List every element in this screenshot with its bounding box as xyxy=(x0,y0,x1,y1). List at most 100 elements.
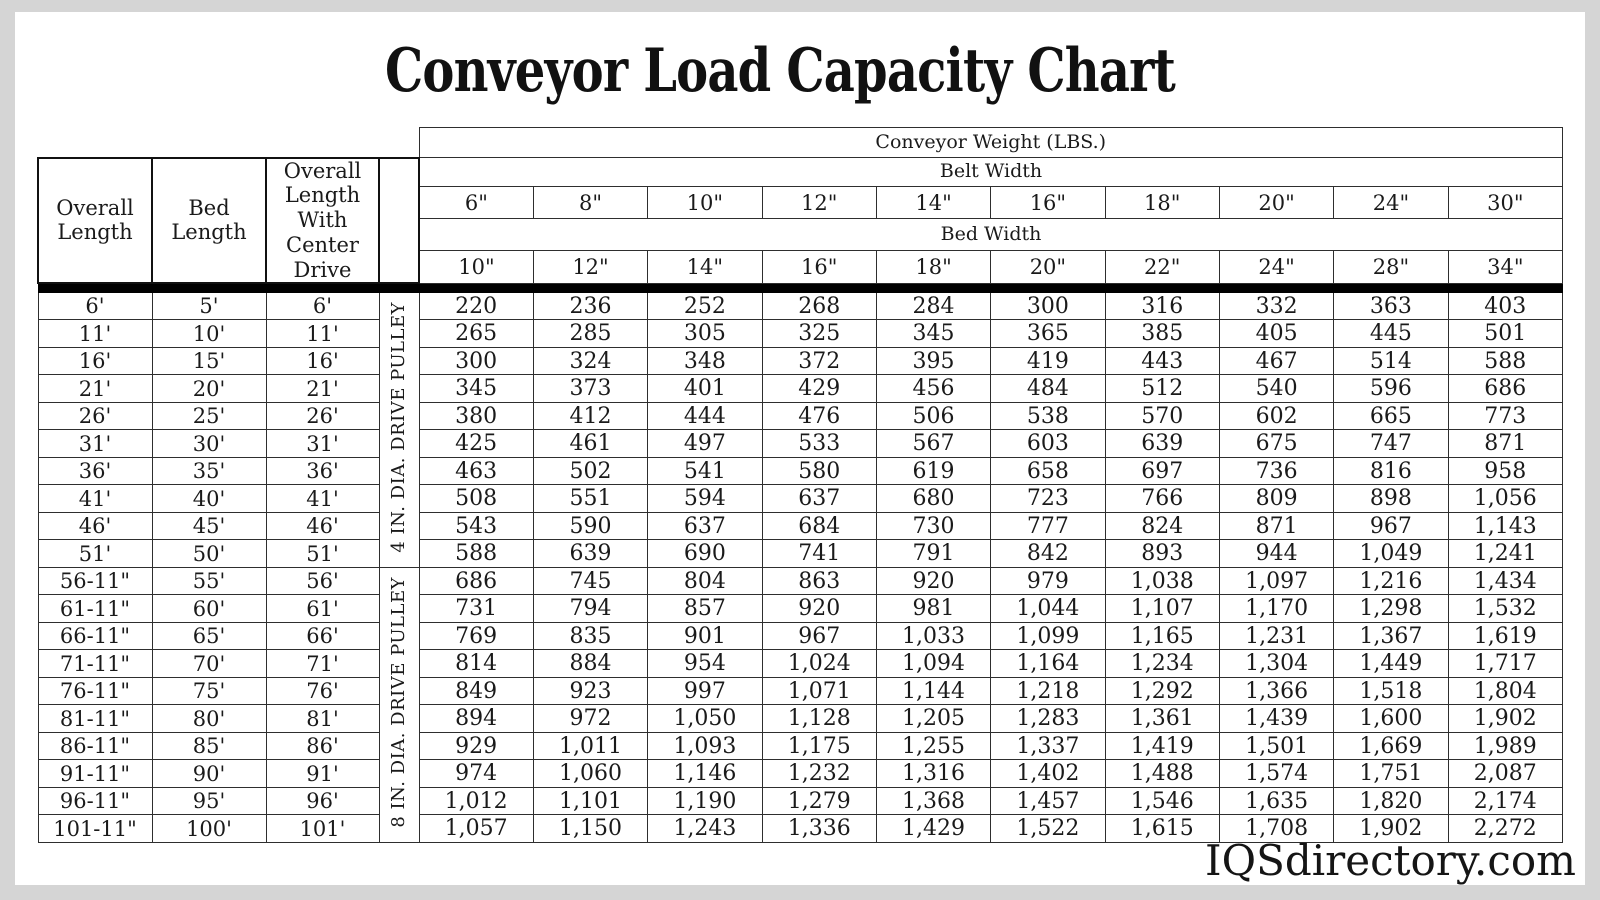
table-row: 56-11" 55' 56' 8 IN. DIA. DRIVE PULLEY 686 74… xyxy=(37,566,1564,843)
weight-cell: 1,368 xyxy=(875,786,992,816)
weight-cell: 736 xyxy=(1218,456,1335,486)
weight-cell: 794 xyxy=(532,594,649,623)
center-drive-cell: 41' xyxy=(265,484,380,513)
overall-length-cell: 96-11" xyxy=(37,786,153,816)
weight-cell: 1,518 xyxy=(1333,676,1449,706)
weight-cell: 596 xyxy=(1333,374,1449,403)
belt-width-label-row: Overall Length Bed Length Overall Length… xyxy=(37,156,1563,285)
bed-length-cell: 70' xyxy=(151,649,267,678)
weight-cell: 1,093 xyxy=(647,731,763,761)
center-drive-cell: 86' xyxy=(265,731,380,761)
weight-cell: 284 xyxy=(875,291,992,321)
weight-cell: 920 xyxy=(875,566,992,596)
center-drive-cell: 81' xyxy=(265,704,380,733)
overall-length-cell: 16' xyxy=(37,346,153,376)
bed-width-values-row: 10" 12" 14" 16" 18" 20" 22" 24" 28" 34" xyxy=(38,250,1564,284)
weight-cell: 1,128 xyxy=(761,704,877,733)
weight-cell: 731 xyxy=(418,594,534,623)
weight-cell: 412 xyxy=(532,401,649,431)
weight-cell: 1,546 xyxy=(1104,786,1220,816)
belt-width-value-0: 6" xyxy=(418,186,534,219)
weight-cell: 401 xyxy=(647,374,763,403)
weight-cell: 395 xyxy=(875,346,992,376)
weight-cell: 1,143 xyxy=(1447,511,1564,541)
belt-width-value-1: 8" xyxy=(532,186,649,219)
overall-length-cell: 21' xyxy=(37,374,153,403)
center-drive-cell: 66' xyxy=(265,621,380,651)
weight-cell: 403 xyxy=(1447,291,1564,321)
weight-cell: 658 xyxy=(990,456,1106,486)
weight-cell: 958 xyxy=(1447,456,1564,486)
table-row: 66-11" 65' 66' 769 835 901 967 1,033 1,099 1,165 1… xyxy=(37,621,1564,651)
page-title: Conveyor Load Capacity Chart xyxy=(384,36,1176,106)
center-drive-cell: 21' xyxy=(265,374,380,403)
overall-length-cell: 6' xyxy=(37,291,153,321)
weight-cell: 348 xyxy=(647,346,763,376)
weight-cell: 533 xyxy=(761,429,877,458)
weight-cell: 686 xyxy=(418,566,534,596)
weight-cell: 929 xyxy=(418,731,534,761)
belt-width-value-2: 10" xyxy=(647,186,763,219)
weight-cell: 1,255 xyxy=(875,731,992,761)
weight-cell: 2,174 xyxy=(1447,786,1564,816)
weight-cell: 1,049 xyxy=(1333,539,1449,568)
weight-cell: 979 xyxy=(990,566,1106,596)
bed-length-cell: 30' xyxy=(151,429,267,458)
weight-cell: 1,439 xyxy=(1218,704,1335,733)
overall-length-cell: 31' xyxy=(37,429,153,458)
weight-cell: 365 xyxy=(990,319,1106,348)
weight-cell: 1,708 xyxy=(1218,814,1335,843)
bed-length-cell: 5' xyxy=(151,291,267,321)
weight-cell: 570 xyxy=(1104,401,1220,431)
overall-length-cell: 76-11" xyxy=(37,676,153,706)
weight-cell: 637 xyxy=(761,484,877,513)
weight-cell: 538 xyxy=(990,401,1106,431)
weight-cell: 1,094 xyxy=(875,649,992,678)
weight-cell: 588 xyxy=(418,539,534,568)
bed-width-value-3: 16" xyxy=(761,250,877,284)
weight-cell: 236 xyxy=(532,291,649,321)
weight-cell: 1,164 xyxy=(990,649,1106,678)
header-spacer xyxy=(38,128,419,158)
weight-cell: 1,024 xyxy=(761,649,877,678)
weight-cell: 773 xyxy=(1447,401,1564,431)
weight-cell: 1,457 xyxy=(990,786,1106,816)
table-row: 101-11" 100' 101' 1,057 1,150 1,243 1,336 1,429… xyxy=(37,814,1564,843)
weight-cell: 769 xyxy=(418,621,534,651)
weight-cell: 972 xyxy=(532,704,649,733)
column-header-center-drive: Overall Length With Center Drive xyxy=(265,156,380,285)
weight-cell: 974 xyxy=(418,759,534,788)
bed-length-cell: 95' xyxy=(151,786,267,816)
overall-length-cell: 41' xyxy=(37,484,153,513)
weight-cell: 898 xyxy=(1333,484,1449,513)
table-row: 41' 40' 41' 508 551 594 637 680 723 766 809 898 1,05… xyxy=(37,484,1564,513)
center-drive-cell: 76' xyxy=(265,676,380,706)
overall-length-cell: 51' xyxy=(37,539,153,568)
weight-cell: 1,044 xyxy=(990,594,1106,623)
weight-cell: 1,669 xyxy=(1333,731,1449,761)
weight-cell: 220 xyxy=(418,291,534,321)
overall-length-cell: 66-11" xyxy=(37,621,153,651)
bed-length-cell: 25' xyxy=(151,401,267,431)
weight-cell: 777 xyxy=(990,511,1106,541)
weight-cell: 603 xyxy=(990,429,1106,458)
weight-cell: 1,522 xyxy=(990,814,1106,843)
weight-cell: 814 xyxy=(418,649,534,678)
weight-cell: 997 xyxy=(647,676,763,706)
weight-cell: 508 xyxy=(418,484,534,513)
overall-length-cell: 56-11" xyxy=(37,566,153,596)
bed-length-cell: 50' xyxy=(151,539,267,568)
overall-length-cell: 101-11" xyxy=(37,814,153,843)
weight-cell: 1,304 xyxy=(1218,649,1335,678)
center-drive-cell: 56' xyxy=(265,566,380,596)
table-row: 21' 20' 21' 345 373 401 429 456 484 512 540 596 686 xyxy=(37,374,1564,403)
weight-cell: 884 xyxy=(532,649,649,678)
weight-cell: 741 xyxy=(761,539,877,568)
weight-cell: 1,218 xyxy=(990,676,1106,706)
weight-cell: 1,099 xyxy=(990,621,1106,651)
overall-length-cell: 26' xyxy=(37,401,153,431)
belt-width-value-7: 20" xyxy=(1218,186,1335,219)
table-row: 31' 30' 31' 425 461 497 533 567 603 639 675 747 871 xyxy=(37,429,1564,458)
weight-cell: 637 xyxy=(647,511,763,541)
weight-cell: 456 xyxy=(875,374,992,403)
